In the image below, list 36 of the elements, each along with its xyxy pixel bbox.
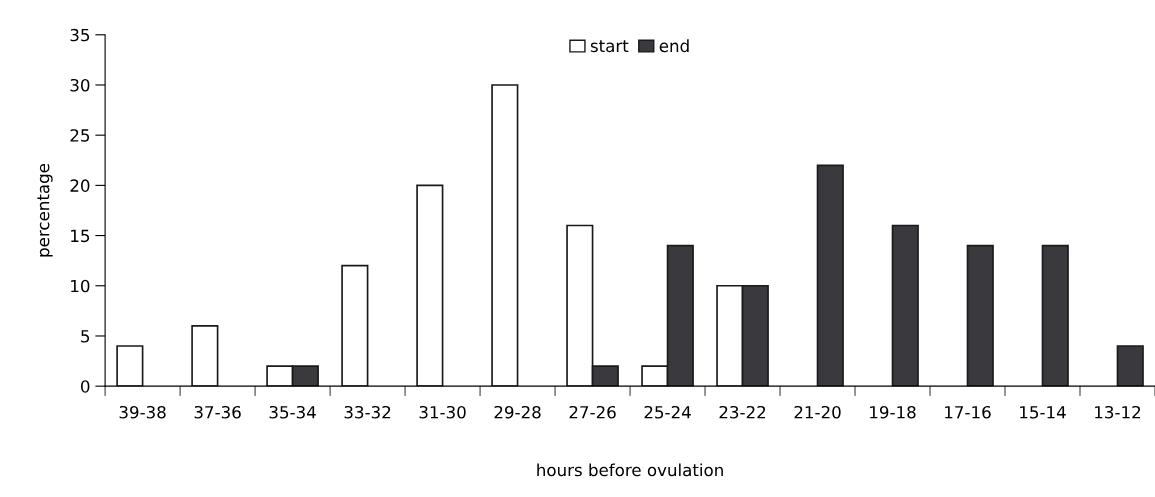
y-tick-label: 25 <box>70 129 90 142</box>
y-tick-label: 0 <box>81 380 90 393</box>
x-tick-label: 17-16 <box>945 405 991 419</box>
x-tick-label: 29-28 <box>494 405 541 419</box>
x-tick-label: 19-18 <box>870 405 916 419</box>
bar <box>116 345 144 387</box>
bar <box>816 164 844 387</box>
x-tick-label: 39-38 <box>119 405 166 419</box>
x-tick-label: 33-32 <box>344 405 391 419</box>
bar <box>491 84 519 387</box>
x-tick-label: 13-12 <box>1095 405 1141 419</box>
legend-label: end <box>659 39 689 53</box>
bar <box>1041 244 1069 387</box>
y-tick-label: 35 <box>70 28 90 42</box>
bar <box>1116 345 1144 387</box>
y-axis-title: percentage <box>37 163 53 257</box>
y-tick-label: 20 <box>70 179 90 192</box>
x-tick-label: 35-34 <box>269 405 316 419</box>
x-axis-title: hours before ovulation <box>537 463 723 477</box>
x-tick-label: 31-30 <box>419 405 466 419</box>
bar <box>966 244 994 387</box>
x-tick-label: 21-20 <box>794 405 841 419</box>
x-tick-label: 15-14 <box>1020 406 1066 419</box>
bar <box>416 184 444 387</box>
bar <box>341 264 369 387</box>
legend-label: start <box>590 40 629 53</box>
y-tick-label: 5 <box>81 330 90 343</box>
bar <box>191 325 219 387</box>
y-tick-label: 10 <box>71 279 90 293</box>
x-tick-label: 37-36 <box>194 405 241 419</box>
x-tick-label: 23-22 <box>719 405 766 419</box>
y-tick-label: 30 <box>70 78 90 92</box>
bar <box>891 224 919 387</box>
y-tick-label: 15 <box>71 229 90 243</box>
x-tick-label: 27-26 <box>569 405 616 419</box>
x-tick-label: 25-24 <box>644 405 691 419</box>
